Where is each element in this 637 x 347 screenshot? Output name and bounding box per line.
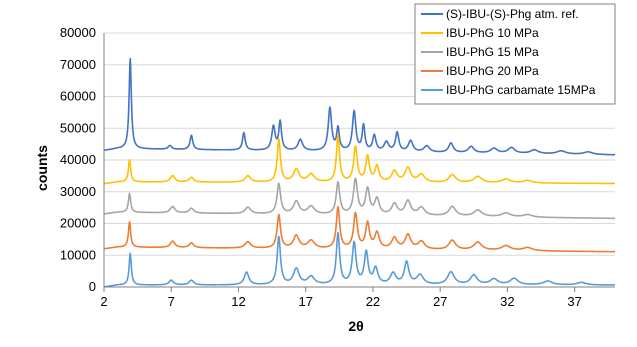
y-tick-label: 30000: [60, 184, 96, 199]
gridlines: [104, 32, 615, 256]
x-tick-labels: 2 7 12 17 22 27 32 37: [100, 294, 582, 309]
y-axis-title: counts: [34, 145, 50, 191]
x-tick-label: 7: [168, 294, 175, 309]
y-tick-label: 10000: [60, 247, 96, 262]
x-axis-title: 2θ: [348, 318, 363, 334]
x-tick-label: 12: [231, 294, 245, 309]
y-tick-label: 60000: [60, 89, 96, 104]
y-tick-labels: 0 10000 20000 30000 40000 50000 60000 70000 8000…: [60, 25, 96, 294]
x-tick-label: 2: [100, 294, 107, 309]
y-tick-label: 80000: [60, 25, 96, 40]
series-line-3: [103, 177, 616, 220]
y-tick-label: 0: [89, 279, 96, 294]
legend-label: IBU-PhG 15 MPa: [446, 45, 539, 59]
x-tick-label: 17: [298, 294, 312, 309]
x-tick-label: 27: [433, 294, 447, 309]
legend: (S)-IBU-(S)-Phg atm. ref. IBU-PhG 10 MPa I…: [414, 3, 616, 105]
legend-label: IBU-PhG 10 MPa: [446, 26, 539, 40]
axes: [103, 33, 615, 292]
legend-box: [414, 3, 616, 105]
y-tick-label: 70000: [60, 57, 96, 72]
legend-items: (S)-IBU-(S)-Phg atm. ref. IBU-PhG 10 MPa I…: [421, 7, 596, 97]
legend-label: IBU-PhG 20 MPa: [446, 64, 539, 78]
y-tick-label: 40000: [60, 152, 96, 167]
series-line-1: [103, 57, 616, 156]
y-tick-label: 50000: [60, 120, 96, 135]
series-lines: [103, 57, 616, 288]
y-tick-label: 20000: [60, 216, 96, 231]
x-tick-label: 22: [366, 294, 380, 309]
series-line-5: [103, 231, 616, 288]
series-line-4: [103, 205, 616, 253]
legend-label: IBU-PhG carbamate 15MPa: [446, 83, 596, 97]
x-tick-label: 37: [567, 294, 581, 309]
series-line-2: [103, 134, 616, 185]
x-tick-label: 32: [500, 294, 514, 309]
legend-label: (S)-IBU-(S)-Phg atm. ref.: [446, 7, 579, 21]
